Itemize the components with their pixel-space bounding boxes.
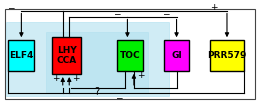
Text: +: +	[136, 71, 144, 80]
FancyBboxPatch shape	[117, 40, 143, 71]
Text: TOC: TOC	[120, 51, 140, 60]
Text: +: +	[53, 74, 60, 83]
FancyBboxPatch shape	[53, 37, 81, 74]
FancyBboxPatch shape	[6, 22, 169, 96]
FancyBboxPatch shape	[46, 33, 148, 93]
Text: ?: ?	[94, 87, 100, 97]
Text: −: −	[162, 9, 170, 18]
Text: −: −	[113, 9, 121, 18]
FancyBboxPatch shape	[164, 40, 190, 71]
Text: PRR579: PRR579	[207, 51, 247, 60]
Text: −: −	[115, 93, 122, 102]
Text: GI: GI	[171, 51, 182, 60]
FancyBboxPatch shape	[210, 40, 244, 71]
Text: +: +	[210, 3, 218, 12]
Text: −: −	[7, 3, 15, 12]
Text: +: +	[72, 74, 80, 83]
Text: ELF4: ELF4	[9, 51, 34, 60]
Text: LHY
CCA: LHY CCA	[56, 46, 77, 65]
FancyBboxPatch shape	[9, 40, 34, 71]
